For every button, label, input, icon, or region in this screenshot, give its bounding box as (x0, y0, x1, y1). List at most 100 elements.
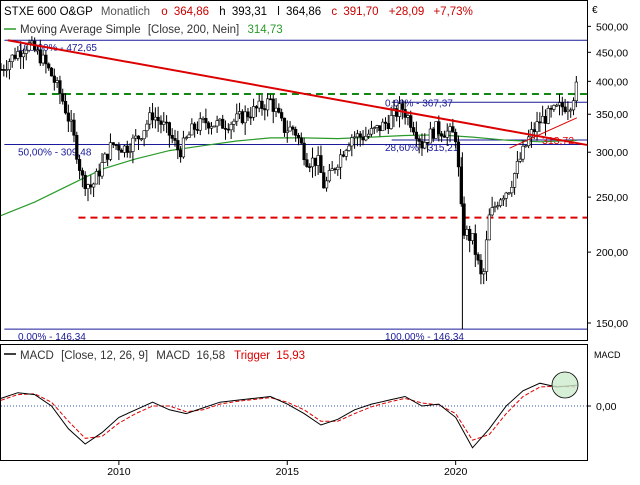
candle-body (386, 123, 390, 129)
candle-body (75, 134, 79, 160)
macd-header: MACD [Close, 12, 26, 9] MACD 16,58 Trigg… (20, 350, 305, 362)
candle-body (27, 42, 31, 51)
candle-body (510, 187, 514, 194)
price-panel-frame (0, 0, 588, 341)
candle-body (235, 113, 239, 122)
high-value: 393,31 (232, 6, 267, 18)
candle-body (327, 170, 331, 182)
ma-params: [Close, 200, Nein] (148, 24, 239, 36)
candle-body (243, 111, 247, 124)
low-value: 364,86 (286, 6, 321, 18)
candle-body (134, 135, 138, 139)
candle-body (341, 154, 345, 157)
change-value: +28,09 (389, 6, 425, 18)
candle-body (521, 145, 525, 160)
close-value: 391,70 (343, 6, 378, 18)
candle-body (420, 141, 424, 149)
candle-body (114, 144, 118, 146)
trigger-value: 15,93 (276, 350, 305, 362)
candle-body (139, 138, 143, 141)
price-tick-label: 200,00 (596, 247, 628, 259)
candle-body (221, 118, 225, 129)
candle-body (167, 122, 171, 136)
candle-body (515, 161, 519, 174)
candle-body (330, 168, 334, 171)
candle-body (316, 155, 320, 166)
candle-body (21, 53, 26, 58)
candle-body (148, 112, 152, 125)
candle-body (333, 168, 337, 171)
candle-body (518, 158, 522, 162)
candle-body (288, 126, 292, 132)
candle-body (257, 100, 261, 109)
candle-body (313, 157, 317, 166)
candle-body (277, 107, 281, 113)
candle-body (417, 138, 421, 142)
candle-body (86, 184, 90, 189)
candle-body (344, 150, 348, 157)
candle-body (41, 54, 45, 64)
candle-body (122, 145, 127, 153)
candle-body (173, 138, 177, 141)
candle-body (226, 128, 230, 131)
candle-body (212, 125, 216, 128)
candle-body (541, 116, 545, 124)
candle-body (207, 122, 211, 129)
candle-body (181, 137, 186, 158)
candle-body (237, 111, 242, 115)
candle-body (403, 109, 407, 118)
period-label: Monatlich (101, 6, 150, 18)
candle-body (274, 107, 278, 112)
macd-params: [Close, 12, 26, 9] (61, 350, 148, 362)
candle-body (291, 126, 295, 130)
candle-body (347, 145, 351, 151)
candle-body (425, 142, 430, 144)
candle-body (367, 133, 371, 137)
candle-body (310, 157, 315, 168)
candle-body (470, 233, 475, 241)
candle-body (364, 135, 368, 141)
candle-body (465, 229, 469, 236)
candle-body (555, 104, 559, 107)
candle-body (372, 127, 376, 129)
candle-body (355, 133, 360, 138)
candle-body (389, 115, 393, 129)
candle-body (560, 102, 564, 108)
candle-body (400, 103, 404, 110)
candle-body (538, 121, 542, 124)
candle-body (89, 184, 93, 188)
candle-body (406, 115, 410, 118)
candle-body (543, 116, 548, 124)
candle-body (204, 118, 208, 124)
candle-body (128, 151, 132, 153)
candle-body (409, 115, 413, 128)
candle-body (61, 93, 65, 102)
candle-body (448, 126, 452, 132)
trendline-layer: 313,72 (7, 39, 588, 149)
candle-body (431, 128, 435, 139)
candle-body (498, 199, 503, 206)
downtrend-line (7, 39, 588, 146)
candle-body (299, 137, 303, 144)
currency-symbol: € (592, 5, 598, 16)
candle-body (111, 142, 115, 145)
candle-body (512, 173, 517, 188)
candle-body (251, 106, 256, 118)
candle-body (44, 54, 48, 65)
candle-body (249, 116, 253, 119)
macd-layer (0, 371, 591, 449)
open-value: 364,86 (174, 6, 209, 18)
candle-body (451, 126, 455, 133)
change-percent: +7,73% (433, 6, 472, 18)
candle-body (308, 166, 312, 168)
trigger-label: Trigger (234, 350, 270, 362)
candle-body (190, 123, 194, 136)
price-header: STXE 600 O&GP Monatlich o 364,86 h 393,3… (4, 6, 473, 18)
candle-body (296, 135, 301, 139)
instrument-name: STXE 600 O&GP (4, 6, 93, 18)
fib-label-bottom-right: 100,00% - 146,34 (385, 332, 464, 343)
candle-body (305, 159, 309, 167)
candle-body (117, 145, 121, 151)
candle-body (153, 116, 157, 121)
candle-body (552, 105, 556, 110)
